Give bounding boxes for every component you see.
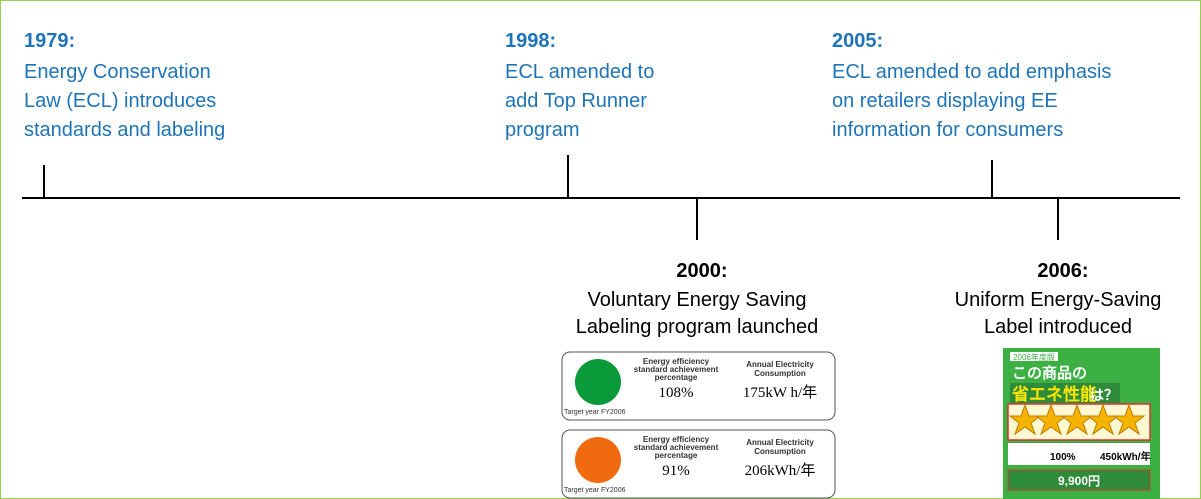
label-target: Target year FY2006 — [564, 409, 626, 416]
events-below: 2000: Voluntary Energy Saving Labeling pro… — [576, 260, 1162, 338]
event-text: add Top Runner — [505, 90, 647, 112]
event-text: Law (ECL) introduces — [24, 90, 216, 112]
percentage: 100% — [1050, 452, 1076, 463]
label-consumption: 175kW h/年 — [743, 384, 817, 401]
label-logo — [575, 437, 621, 483]
label-heading: Consumption — [754, 369, 806, 378]
event-text: Labeling program launched — [576, 316, 818, 338]
event-text: Energy Conservation — [24, 61, 211, 83]
label-logo — [575, 359, 621, 405]
cost: 9,900円 — [1058, 474, 1100, 488]
event-text: information for consumers — [832, 119, 1063, 141]
edition: 2006年度版 — [1013, 352, 1055, 362]
label-line: 省エネ性能 — [1011, 384, 1097, 404]
event-text: Voluntary Energy Saving — [587, 289, 806, 311]
uniform-label: 2006年度版 この商品の 省エネ性能 は？ 100% 450kWh/年 9,9… — [1003, 348, 1160, 499]
label-target: Target year FY2006 — [564, 487, 626, 494]
label-heading: Consumption — [754, 447, 806, 456]
events-above: 1979: Energy Conservation Law (ECL) introd… — [24, 30, 1111, 141]
event-text: Label introduced — [984, 316, 1132, 338]
event-text: ECL amended to — [505, 61, 654, 83]
label-consumption: 206kWh/年 — [745, 462, 816, 479]
event-text: Uniform Energy-Saving — [955, 289, 1162, 311]
event-text: standards and labeling — [24, 119, 225, 141]
event-text: on retailers displaying EE — [832, 90, 1058, 112]
axis — [22, 155, 1180, 240]
timeline: 1979: Energy Conservation Law (ECL) introd… — [0, 0, 1201, 499]
consumption: 450kWh/年 — [1100, 450, 1151, 463]
event-text: ECL amended to add emphasis — [832, 61, 1111, 83]
event-year: 1979: — [24, 30, 75, 52]
event-year: 1998: — [505, 30, 556, 52]
label-heading: percentage — [655, 451, 698, 460]
event-year: 2005: — [832, 30, 883, 52]
event-text: program — [505, 119, 579, 141]
event-year: 2000: — [676, 260, 727, 282]
label-heading: Annual Electricity — [746, 438, 814, 447]
label-heading: Annual Electricity — [746, 360, 814, 369]
label-line: この商品の — [1012, 364, 1087, 382]
label-percentage: 91% — [662, 463, 690, 479]
label-percentage: 108% — [659, 385, 694, 401]
label-heading: percentage — [655, 373, 698, 382]
label-line: は？ — [1090, 387, 1118, 403]
event-year: 2006: — [1037, 260, 1088, 282]
